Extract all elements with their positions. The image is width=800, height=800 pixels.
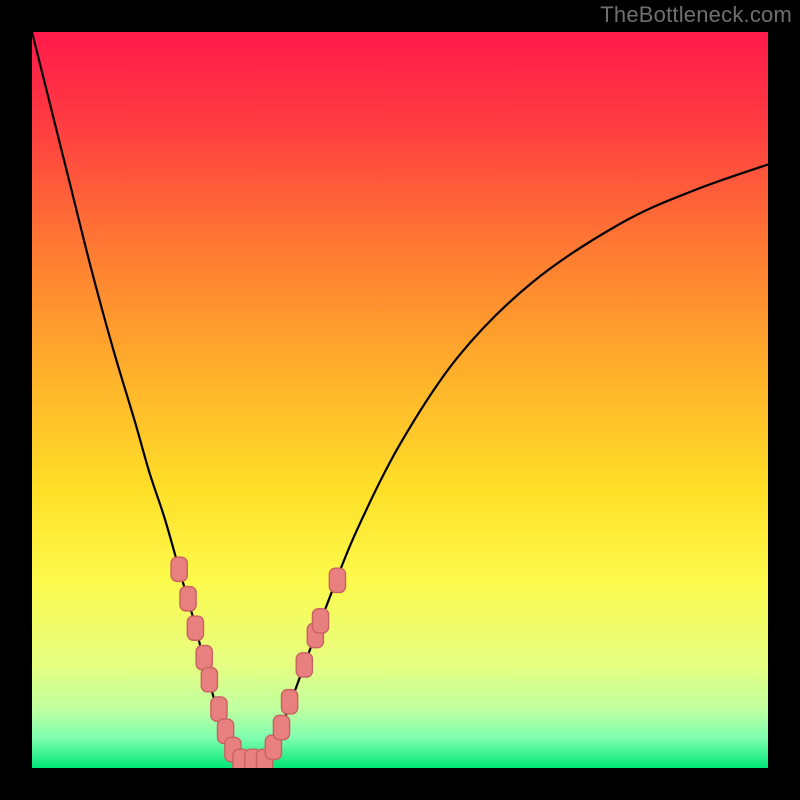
data-marker	[329, 568, 345, 592]
data-marker	[171, 557, 187, 581]
data-marker	[201, 668, 217, 692]
chart-frame: TheBottleneck.com	[0, 0, 800, 800]
plot-background	[32, 32, 768, 768]
watermark-text: TheBottleneck.com	[600, 2, 792, 28]
data-marker	[312, 609, 328, 633]
data-marker	[273, 715, 289, 739]
data-marker	[187, 616, 203, 640]
data-marker	[180, 587, 196, 611]
data-marker	[211, 697, 227, 721]
bottleneck-curve-chart	[0, 0, 800, 800]
data-marker	[296, 653, 312, 677]
data-marker	[196, 645, 212, 669]
data-marker	[282, 690, 298, 714]
